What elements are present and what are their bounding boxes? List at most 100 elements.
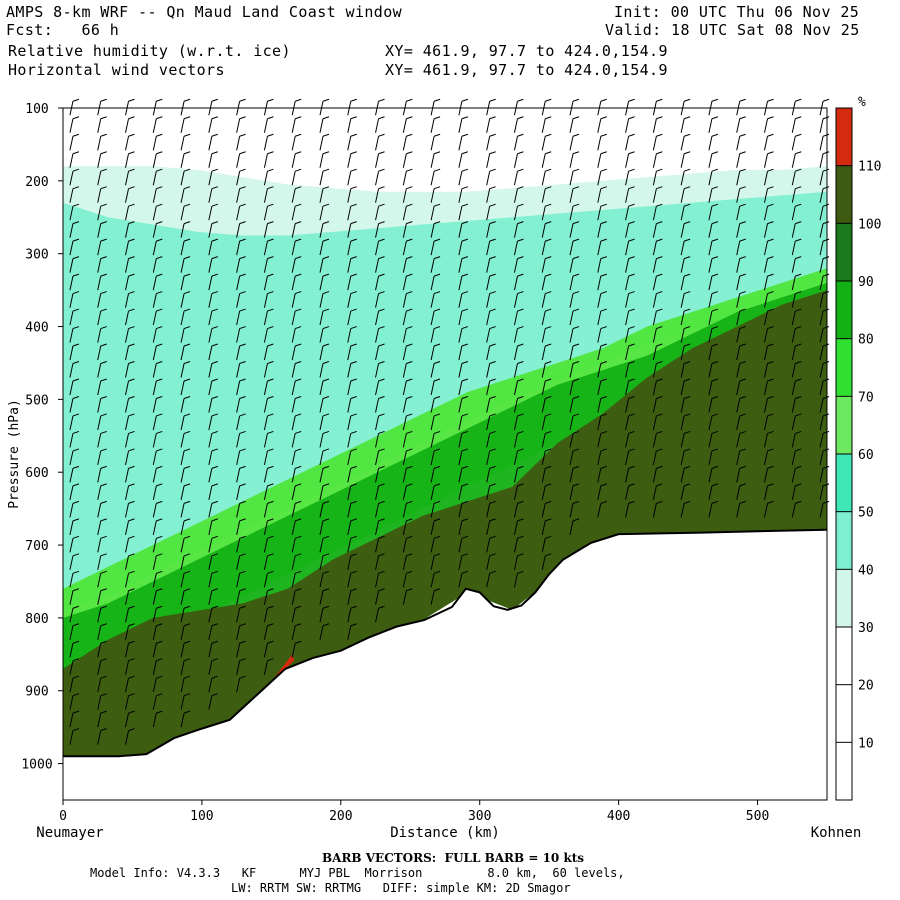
wind-barb xyxy=(736,363,741,378)
wind-barb-flag xyxy=(128,343,135,347)
wind-barb-flag xyxy=(517,308,524,312)
wind-barb xyxy=(236,276,241,291)
wind-barb-flag xyxy=(406,500,413,504)
wind-barb-flag xyxy=(183,588,191,592)
wind-barb-flag xyxy=(322,343,330,347)
wind-barb-flag xyxy=(156,553,163,557)
wind-barb-flag xyxy=(489,308,496,312)
wind-barb-flag xyxy=(267,413,274,417)
wind-barb xyxy=(375,171,380,186)
wind-barb xyxy=(319,171,324,186)
wind-barb xyxy=(541,503,546,518)
wind-barb xyxy=(180,590,185,605)
wind-barb xyxy=(375,450,380,466)
wind-barb-flag xyxy=(767,168,774,172)
wind-barb-flag xyxy=(100,693,107,697)
wind-barb-flag xyxy=(795,186,802,190)
wind-barb xyxy=(736,293,741,308)
wind-barb-flag xyxy=(183,518,191,522)
wind-barb-flag xyxy=(183,553,191,557)
wind-barb-flag xyxy=(711,168,719,172)
wind-barb xyxy=(236,380,241,396)
wind-barb-flag xyxy=(156,605,163,609)
wind-barb xyxy=(597,223,602,238)
wind-barb xyxy=(208,223,213,238)
wind-barb xyxy=(541,328,546,343)
wind-barb xyxy=(486,241,491,256)
wind-barb-flag xyxy=(239,658,246,662)
wind-barb-flag xyxy=(517,483,524,487)
wind-barb-flag xyxy=(211,500,219,504)
wind-barb-flag xyxy=(156,693,163,697)
wind-barb-flag xyxy=(572,465,580,469)
wind-barb-flag xyxy=(822,448,830,452)
wind-barb-flag xyxy=(100,710,107,714)
wind-barb-flag xyxy=(156,710,163,714)
wind-barb-flag xyxy=(683,98,691,102)
wind-barb-flag xyxy=(461,168,469,172)
wind-barb xyxy=(125,520,129,535)
wind-barb xyxy=(152,450,157,466)
wind-barb xyxy=(652,398,657,413)
wind-barb-flag xyxy=(239,518,246,522)
wind-barb-flag xyxy=(822,500,830,504)
wind-barb-flag xyxy=(739,291,746,295)
wind-barb-flag xyxy=(545,308,552,312)
wind-barb xyxy=(597,171,602,186)
wind-barb-flag xyxy=(711,238,719,242)
wind-barb-flag xyxy=(767,465,774,469)
wind-barb-flag xyxy=(350,465,357,469)
wind-barb xyxy=(819,380,824,396)
wind-barb-flag xyxy=(239,361,246,364)
wind-barb xyxy=(736,450,741,466)
wind-barb-flag xyxy=(378,483,385,487)
wind-barb xyxy=(180,188,185,203)
wind-barb-flag xyxy=(378,343,385,347)
wind-barb-flag xyxy=(211,221,219,225)
wind-barb-flag xyxy=(406,291,413,295)
wind-barb-flag xyxy=(72,361,80,364)
wind-barb xyxy=(97,468,102,483)
wind-barb xyxy=(791,345,796,361)
wind-barb xyxy=(541,118,546,133)
wind-barb xyxy=(236,223,241,238)
wind-barb-flag xyxy=(72,273,80,277)
wind-barb xyxy=(125,188,129,203)
wind-barb-flag xyxy=(517,133,524,137)
wind-barb xyxy=(263,136,268,151)
wind-barb xyxy=(708,433,713,448)
colorbar-segment xyxy=(836,223,852,281)
wind-barb-flag xyxy=(72,483,80,487)
wind-barb-flag xyxy=(156,675,163,679)
wind-barb xyxy=(625,415,630,431)
wind-barb xyxy=(152,118,157,133)
wind-barb-flag xyxy=(461,256,469,260)
colorbar-label: 80 xyxy=(858,333,874,348)
wind-barb-flag xyxy=(267,291,274,295)
wind-barb-flag xyxy=(572,483,580,487)
wind-barb xyxy=(180,713,185,728)
wind-barb-flag xyxy=(350,500,357,504)
wind-barb xyxy=(125,310,129,326)
wind-barb xyxy=(652,433,657,448)
wind-barb-flag xyxy=(767,98,774,102)
wind-barb xyxy=(263,310,268,326)
wind-barb-flag xyxy=(545,168,552,172)
wind-barb xyxy=(597,345,602,361)
wind-barb xyxy=(597,328,602,343)
wind-barb xyxy=(125,450,129,466)
wind-barb xyxy=(263,468,268,483)
wind-barb xyxy=(347,345,352,361)
wind-barb xyxy=(402,380,407,396)
wind-barb xyxy=(69,468,74,483)
wind-barb xyxy=(736,258,741,273)
wind-barb-flag xyxy=(572,396,580,399)
wind-barb xyxy=(680,136,685,151)
wind-barb-flag xyxy=(156,396,163,399)
wind-barb xyxy=(680,258,685,273)
wind-barb xyxy=(402,415,407,431)
wind-barb-flag xyxy=(100,291,107,295)
wind-barb-flag xyxy=(350,168,357,172)
wind-barb xyxy=(625,136,630,151)
wind-barb xyxy=(458,310,463,326)
